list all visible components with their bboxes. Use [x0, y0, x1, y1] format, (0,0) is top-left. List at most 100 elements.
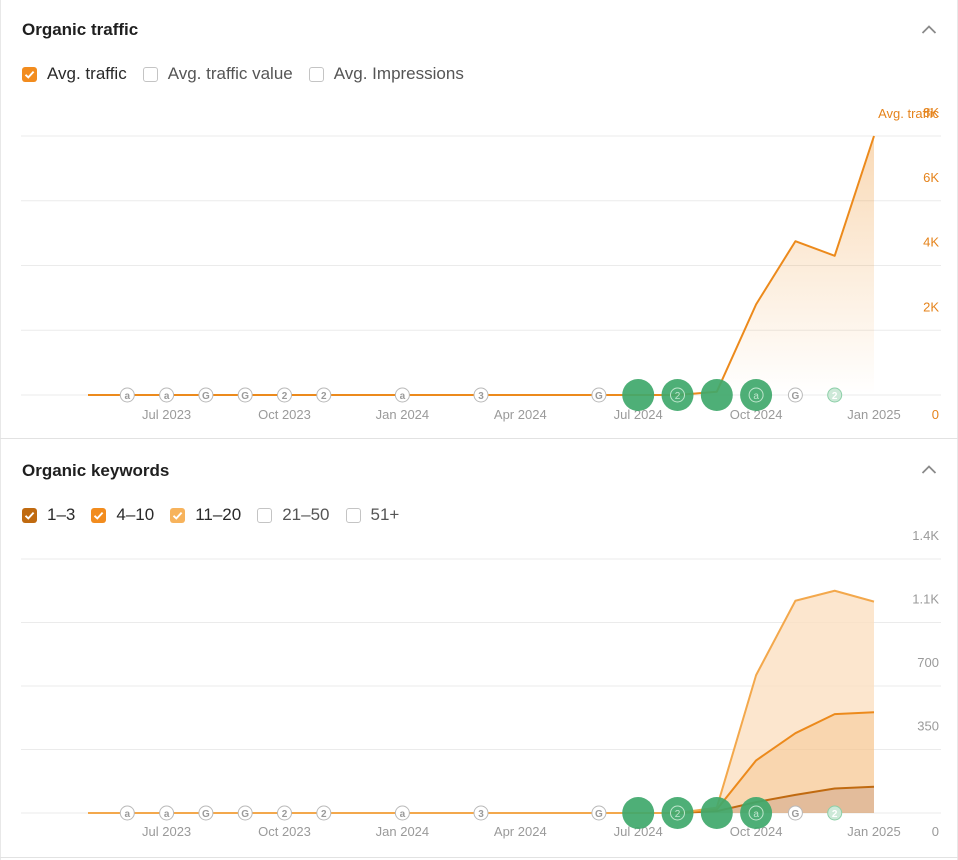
event-marker-dot: [159, 387, 175, 403]
organic-keywords-chart[interactable]: 0 350 700 1.1K 1.4K Jul 2023 Oct 2023 Jan 2024 A…: [1, 439, 958, 857]
event-marker[interactable]: [622, 379, 655, 411]
event-marker[interactable]: [700, 797, 733, 829]
event-marker-letter: a: [753, 809, 759, 820]
event-marker[interactable]: a: [740, 379, 773, 411]
event-marker-letter: 2: [282, 391, 288, 402]
event-marker[interactable]: a: [159, 805, 175, 821]
x-tick-label: Oct 2023: [258, 407, 311, 422]
y-tick-label: 4K: [923, 235, 939, 250]
legend-item-avg-traffic-value[interactable]: Avg. traffic value: [142, 64, 293, 84]
event-marker[interactable]: a: [119, 805, 135, 821]
event-marker-dot: [740, 797, 773, 829]
legend-label: Avg. traffic value: [167, 64, 293, 83]
event-marker[interactable]: G: [237, 805, 253, 821]
event-marker-dot: [119, 805, 135, 821]
legend-item-11-20[interactable]: 11–20: [170, 505, 241, 525]
event-marker[interactable]: G: [787, 805, 803, 821]
event-marker-dot: [827, 387, 843, 403]
event-marker[interactable]: G: [787, 387, 803, 403]
panel-title: Organic traffic: [22, 20, 139, 39]
checkbox-checked-icon[interactable]: [22, 66, 37, 82]
checkbox-checked-icon[interactable]: [91, 507, 107, 523]
y-tick-label: 8K: [923, 105, 939, 120]
event-marker[interactable]: a: [394, 805, 410, 821]
event-marker-letter: 2: [675, 391, 681, 402]
collapse-button[interactable]: [919, 460, 939, 480]
x-tick-label: Oct 2023: [258, 824, 311, 839]
event-marker[interactable]: 2: [316, 387, 332, 403]
event-marker-dot: [700, 379, 733, 411]
event-marker[interactable]: 3: [473, 805, 489, 821]
event-marker[interactable]: a: [394, 387, 410, 403]
x-tick-label: Oct 2024: [730, 824, 783, 839]
event-marker-dot: [591, 805, 607, 821]
legend-item-4-10[interactable]: 4–10: [91, 505, 154, 525]
event-marker[interactable]: G: [198, 387, 214, 403]
event-marker[interactable]: G: [237, 387, 253, 403]
x-tick-label: Jul 2023: [142, 824, 191, 839]
checkbox-checked-icon[interactable]: [22, 507, 37, 523]
legend-item-avg-impressions[interactable]: Avg. Impressions: [308, 64, 464, 84]
event-marker-letter: 2: [832, 391, 838, 402]
event-marker-dot: [661, 797, 694, 829]
x-tick-label: Jan 2024: [376, 407, 430, 422]
event-marker-dot: [237, 387, 253, 403]
checkbox-unchecked-icon[interactable]: [257, 507, 273, 523]
organic-traffic-panel: Organic traffic Avg. traffic Avg. traffi…: [1, 0, 957, 438]
event-marker[interactable]: G: [591, 387, 607, 403]
panel-divider: [0, 857, 958, 858]
event-marker[interactable]: [700, 379, 733, 411]
legend-label: 4–10: [116, 505, 155, 524]
x-tick-label: Oct 2024: [730, 407, 783, 422]
y-tick-label: 0: [932, 407, 939, 422]
legend-item-1-3[interactable]: 1–3: [22, 505, 75, 525]
chevron-up-icon: [921, 465, 937, 474]
checkbox-unchecked-icon[interactable]: [308, 66, 324, 82]
event-marker-ring: [748, 805, 764, 821]
y-axis-title: Avg. traffic: [878, 106, 939, 121]
series-area: [88, 590, 874, 813]
event-marker[interactable]: [622, 797, 655, 829]
collapse-button[interactable]: [919, 20, 939, 40]
event-marker-dot: [661, 379, 694, 411]
traffic-legend: Avg. traffic Avg. traffic value Avg. Imp…: [22, 64, 480, 84]
event-marker-letter: G: [595, 809, 603, 820]
y-tick-label: 1.4K: [912, 528, 939, 543]
x-tick-label: Jan 2024: [376, 824, 430, 839]
event-marker-letter: G: [241, 809, 249, 820]
event-marker[interactable]: a: [159, 387, 175, 403]
legend-item-avg-traffic[interactable]: Avg. traffic: [22, 64, 127, 84]
event-marker-dot: [198, 805, 214, 821]
event-marker[interactable]: a: [119, 387, 135, 403]
y-tick-label: 350: [917, 719, 939, 734]
event-marker[interactable]: 2: [827, 805, 843, 821]
event-marker[interactable]: G: [591, 805, 607, 821]
x-tick-label: Apr 2024: [494, 407, 547, 422]
checkbox-unchecked-icon[interactable]: [142, 66, 158, 82]
event-marker[interactable]: G: [198, 805, 214, 821]
event-marker-letter: a: [164, 391, 170, 402]
event-marker-dot: [394, 805, 410, 821]
y-tick-label: 1.1K: [912, 592, 939, 607]
event-marker[interactable]: 2: [316, 805, 332, 821]
event-marker[interactable]: a: [740, 797, 773, 829]
event-marker[interactable]: 2: [277, 805, 292, 821]
x-tick-label: Jan 2025: [847, 824, 901, 839]
event-marker[interactable]: 2: [277, 387, 292, 403]
checkbox-unchecked-icon[interactable]: [345, 507, 361, 523]
event-marker-letter: a: [125, 391, 131, 402]
legend-item-51-plus[interactable]: 51+: [345, 505, 399, 525]
event-marker[interactable]: 2: [661, 379, 694, 411]
event-marker-ring: [670, 387, 685, 403]
checkbox-checked-icon[interactable]: [170, 507, 186, 523]
organic-keywords-panel: Organic keywords 1–3 4–10 11–20 21–50: [1, 439, 957, 857]
event-marker-dot: [700, 797, 733, 829]
legend-item-21-50[interactable]: 21–50: [257, 505, 330, 525]
event-marker[interactable]: 2: [827, 387, 843, 403]
event-marker-dot: [277, 387, 292, 403]
event-marker-letter: a: [125, 809, 131, 820]
event-marker[interactable]: 3: [473, 387, 489, 403]
event-marker[interactable]: 2: [661, 797, 694, 829]
event-marker-letter: G: [202, 809, 210, 820]
